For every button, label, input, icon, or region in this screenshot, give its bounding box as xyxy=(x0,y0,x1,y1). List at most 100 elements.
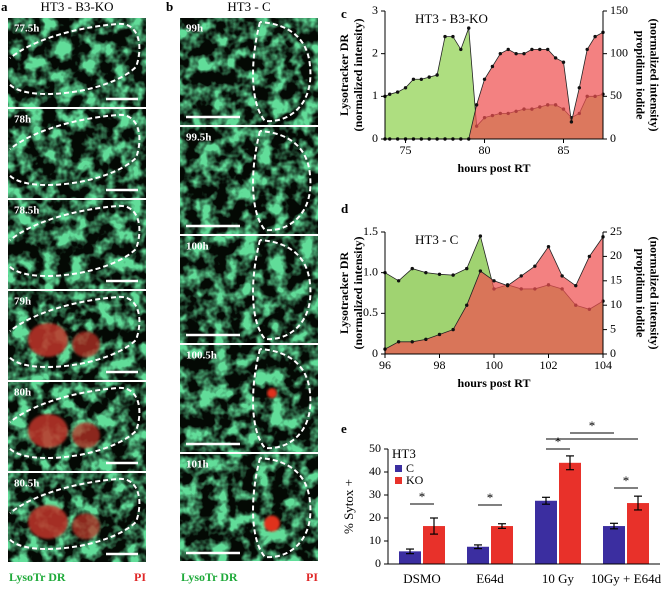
tick-label: 1.0 xyxy=(363,264,378,278)
timepoint-label: 100h xyxy=(186,241,209,253)
x-tick-label: DSMO xyxy=(403,571,441,586)
data-point xyxy=(410,266,414,271)
panel-label: d xyxy=(341,201,349,216)
green-signal xyxy=(180,18,318,125)
data-point xyxy=(427,75,431,79)
data-point xyxy=(482,77,487,81)
cell-outline xyxy=(252,457,312,559)
data-point xyxy=(574,283,578,288)
data-point xyxy=(506,47,510,52)
legend-title: HT3 xyxy=(392,446,416,461)
data-point xyxy=(437,332,442,337)
pi-spot xyxy=(264,515,280,532)
tick-label: 2 xyxy=(372,45,378,59)
cell-outline xyxy=(9,295,141,368)
error-bar xyxy=(474,544,482,550)
tick-label: 100 xyxy=(485,358,503,372)
data-point xyxy=(585,47,589,52)
significance-star: * xyxy=(419,489,426,504)
tick-label: 30 xyxy=(369,487,381,501)
tick-label: 96 xyxy=(379,358,391,372)
tick-label: 104 xyxy=(594,358,612,372)
significance-star: * xyxy=(487,490,494,505)
micrograph-frame: 99.5h xyxy=(180,127,318,234)
legend-swatch xyxy=(395,477,402,484)
data-point xyxy=(530,47,534,52)
data-point xyxy=(395,90,400,94)
pi-nucleus xyxy=(28,504,68,539)
timepoint-label: 77.5h xyxy=(14,23,39,35)
data-point xyxy=(561,60,566,64)
data-point xyxy=(593,34,597,39)
timepoint-label: 78h xyxy=(14,114,31,126)
y-axis-label: Lysotracker DR xyxy=(337,34,351,116)
data-point xyxy=(459,47,463,52)
x-axis-label: hours post RT xyxy=(458,161,531,175)
data-point xyxy=(403,86,408,90)
data-point xyxy=(546,47,550,52)
y2-axis-label: (normalized intensity) xyxy=(647,237,661,350)
data-point xyxy=(424,337,428,342)
micrograph-frame: 80.5h xyxy=(8,473,146,562)
micrograph-frame: 101h xyxy=(180,454,318,561)
panel-label: a xyxy=(1,0,8,14)
bar xyxy=(627,503,649,564)
data-point xyxy=(465,266,469,271)
legend-label: KO xyxy=(406,473,424,487)
panel-label: e xyxy=(341,421,347,436)
data-point xyxy=(533,264,537,268)
micrograph-frame: 77.5h xyxy=(8,18,146,107)
data-point xyxy=(437,272,442,276)
x-tick-label: 10 Gy xyxy=(542,571,575,586)
data-point xyxy=(519,274,523,278)
chart-title: HT3 - B3-KO xyxy=(415,11,488,26)
tick-label: 5 xyxy=(610,321,616,335)
timepoint-label: 101h xyxy=(186,459,209,471)
cell-outline xyxy=(9,204,141,277)
tick-label: 25 xyxy=(610,224,622,238)
timepoint-label: 79h xyxy=(14,296,31,308)
pi-nucleus xyxy=(28,322,68,357)
bar xyxy=(467,546,489,564)
data-point xyxy=(522,51,526,56)
cell-outline xyxy=(252,21,312,123)
data-point xyxy=(419,77,424,81)
data-point xyxy=(492,279,496,283)
bar xyxy=(603,526,625,564)
bar xyxy=(559,462,581,564)
data-point xyxy=(498,51,503,56)
tick-label: 10 xyxy=(369,533,381,547)
cell-outline xyxy=(9,113,141,186)
tick-label: 75 xyxy=(400,143,412,157)
y-axis-label: (normalized intensity) xyxy=(351,237,365,350)
green-signal xyxy=(180,345,318,452)
pi-nucleus xyxy=(72,422,100,449)
tick-label: 20 xyxy=(610,248,622,262)
tick-label: 0 xyxy=(610,346,616,360)
error-bar xyxy=(498,523,506,529)
timepoint-label: 78.5h xyxy=(14,205,39,217)
timepoint-label: 99h xyxy=(186,23,203,35)
tick-label: 15 xyxy=(610,273,622,287)
legend-swatch xyxy=(395,465,402,472)
area-fill xyxy=(385,32,603,140)
data-point xyxy=(396,340,401,344)
data-point xyxy=(424,270,428,275)
x-tick-label: 10Gy + E64d xyxy=(591,571,662,586)
micrograph-frame: 80h xyxy=(8,382,146,471)
micrograph-frame: 78.5h xyxy=(8,200,146,289)
data-point xyxy=(478,269,483,273)
tick-label: 0.5 xyxy=(363,305,378,319)
data-point xyxy=(396,279,401,283)
cell-outline xyxy=(252,348,312,450)
pi-nucleus xyxy=(72,331,100,358)
area-fill xyxy=(385,236,603,354)
green-signal xyxy=(180,127,318,234)
pi-spot xyxy=(267,388,277,399)
y-axis-label: % Sytox + xyxy=(341,479,356,534)
data-point xyxy=(577,86,582,90)
cell-outline xyxy=(252,130,312,232)
error-bar xyxy=(610,522,618,530)
tick-label: 40 xyxy=(369,464,381,478)
